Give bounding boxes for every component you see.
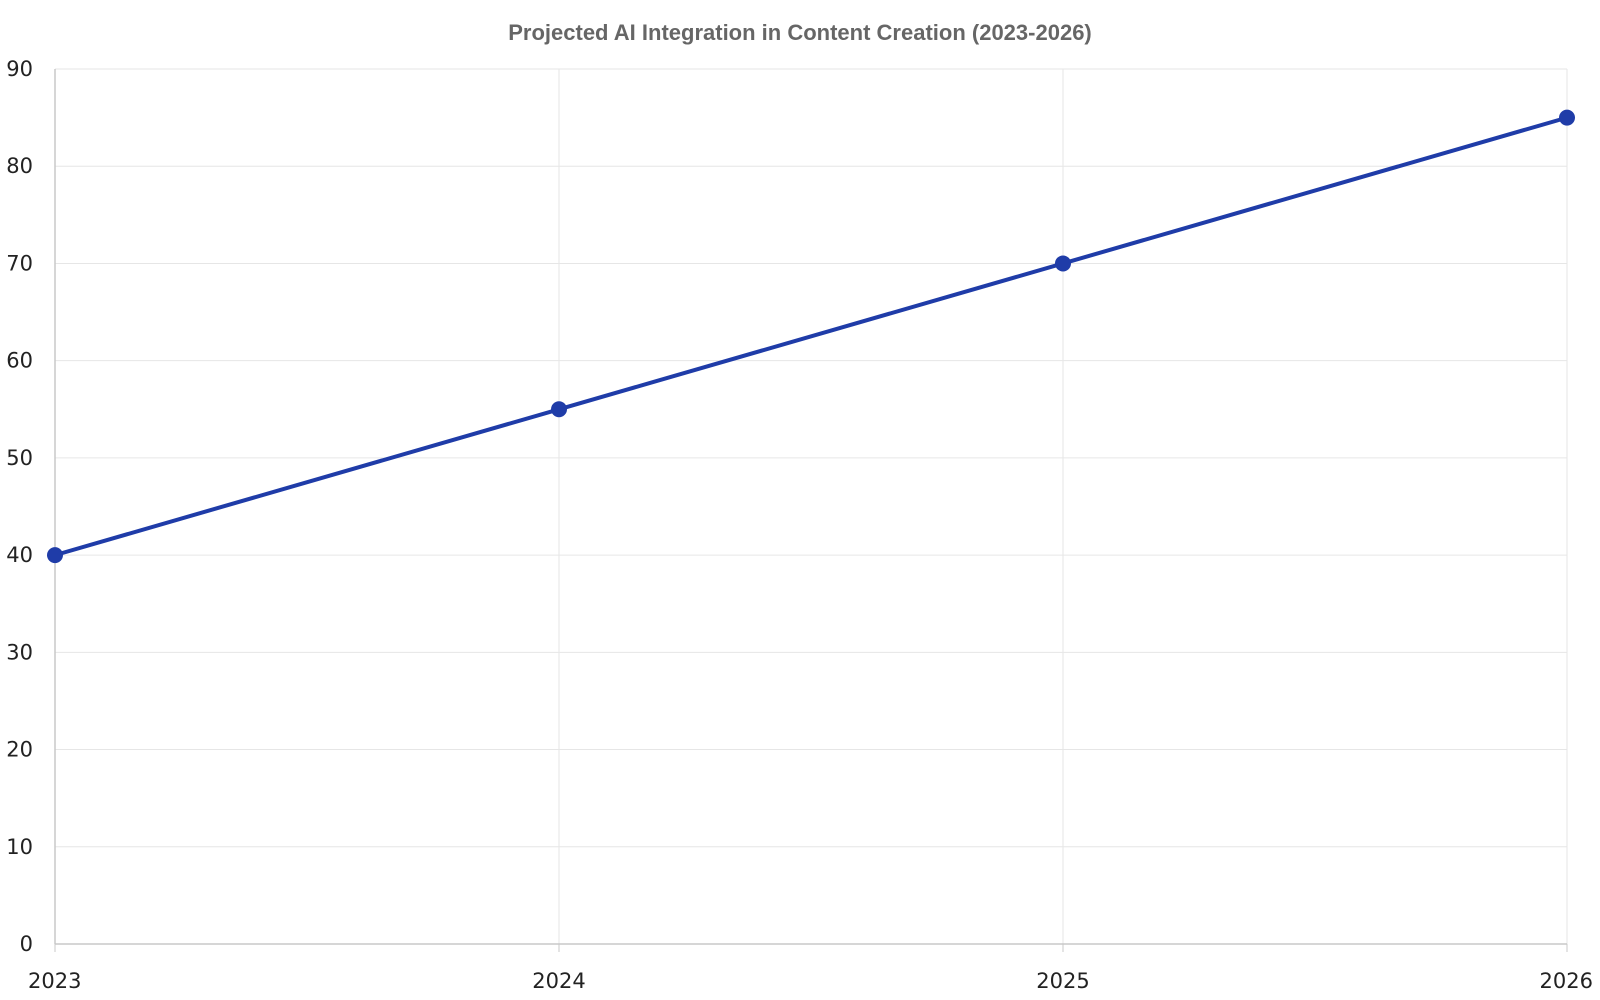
chart-title: Projected AI Integration in Content Crea… — [508, 20, 1092, 45]
y-tick-label: 30 — [6, 640, 33, 664]
y-tick-label: 70 — [6, 251, 33, 275]
y-tick-label: 10 — [6, 835, 33, 859]
series-layer — [47, 109, 1575, 564]
y-tick-label: 60 — [6, 349, 33, 373]
axis-layer — [54, 69, 1568, 952]
data-point — [1559, 109, 1575, 126]
grid-layer — [55, 68, 1568, 944]
y-tick-label: 50 — [6, 446, 33, 470]
data-point — [47, 547, 63, 564]
y-tick-label: 80 — [6, 154, 33, 178]
y-tick-label: 20 — [6, 738, 33, 762]
y-tick-label: 90 — [6, 57, 33, 81]
x-tick-label: 2024 — [532, 969, 585, 993]
x-tick-label: 2025 — [1036, 969, 1089, 993]
data-point — [1055, 255, 1071, 272]
data-point — [551, 401, 567, 418]
x-tick-label: 2026 — [1540, 969, 1593, 993]
series-line — [53, 115, 1569, 558]
y-tick-label: 40 — [6, 543, 33, 567]
y-tick-label: 0 — [20, 932, 33, 956]
x-tick-label: 2023 — [28, 969, 81, 993]
tick-label-layer: 0 10 20 30 40 50 60 70 80 90 2023 2024 2025 2026 — [6, 57, 1593, 993]
